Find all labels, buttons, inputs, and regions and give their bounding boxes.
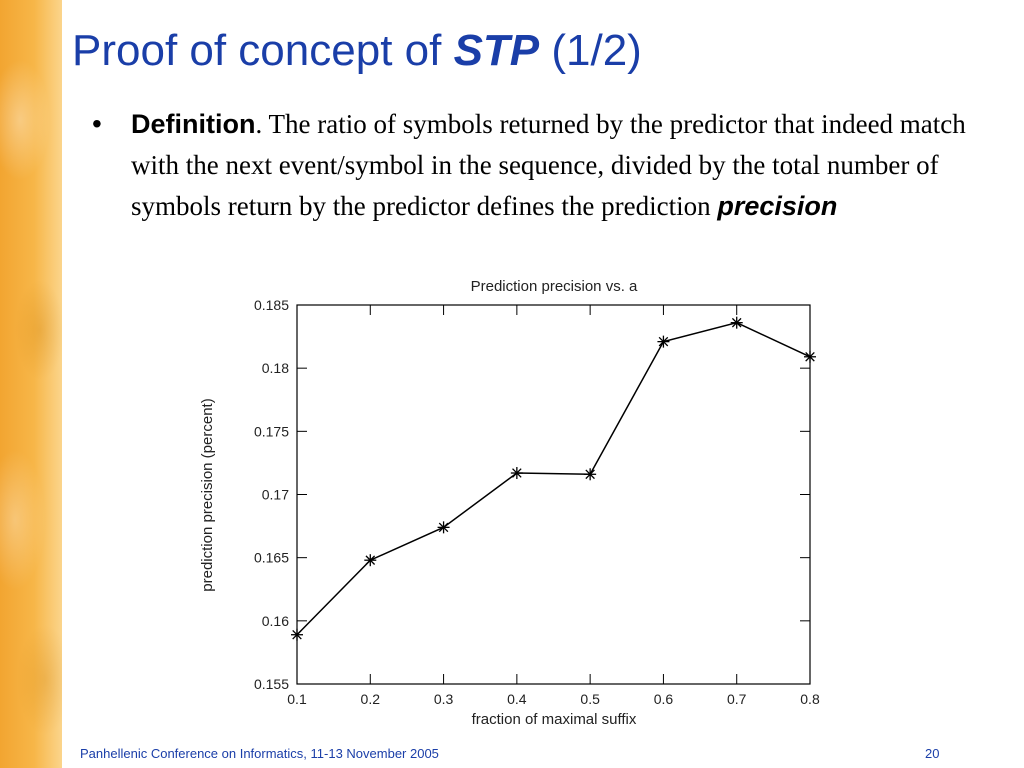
y-tick-labels: 0.155 0.16 0.165 0.17 0.175 0.18 0.185	[254, 297, 289, 692]
y-tick-label: 0.17	[262, 487, 289, 503]
y-tick-label: 0.175	[254, 423, 289, 439]
x-tick-label: 0.5	[580, 691, 600, 707]
axis-ticks	[296, 304, 811, 685]
chart-title: Prediction precision vs. a	[471, 278, 638, 295]
data-point-marker	[510, 467, 523, 480]
x-tick-label: 0.3	[434, 691, 454, 707]
data-point-marker	[364, 554, 377, 567]
y-tick-label: 0.165	[254, 550, 289, 566]
definition-text: . The ratio of symbols returned by the p…	[131, 109, 966, 221]
x-tick-label: 0.4	[507, 691, 527, 707]
x-tick-labels: 0.1 0.2 0.3 0.4 0.5 0.6 0.7 0.8	[287, 691, 820, 707]
series-line	[296, 321, 811, 636]
definition-paragraph: Definition. The ratio of symbols returne…	[131, 104, 1006, 227]
y-tick-label: 0.16	[262, 613, 289, 629]
data-point-marker	[437, 521, 450, 534]
y-tick-label: 0.155	[254, 676, 289, 692]
x-tick-label: 0.1	[287, 691, 307, 707]
x-axis-label: fraction of maximal suffix	[472, 711, 637, 728]
bullet-marker: •	[92, 108, 102, 139]
y-tick-label: 0.18	[262, 360, 289, 376]
data-point-marker	[584, 468, 597, 481]
x-tick-label: 0.7	[727, 691, 747, 707]
x-tick-label: 0.2	[361, 691, 381, 707]
decorative-side-strip	[0, 0, 62, 768]
data-point-marker	[291, 628, 303, 641]
data-points	[291, 316, 816, 641]
plot-frame	[296, 304, 811, 685]
title-suffix: (1/2)	[539, 26, 642, 75]
definition-label: Definition	[131, 109, 256, 139]
footer-conference: Panhellenic Conference on Informatics, 1…	[80, 746, 439, 761]
x-tick-label: 0.6	[654, 691, 674, 707]
title-prefix: Proof of concept of	[72, 26, 454, 75]
title-emphasis: STP	[453, 26, 540, 75]
data-point-marker	[804, 350, 816, 363]
data-point-marker	[730, 316, 743, 329]
footer-page-number: 20	[925, 746, 940, 761]
y-tick-label: 0.185	[254, 297, 289, 313]
y-axis-label: prediction precision (percent)	[199, 398, 216, 591]
precision-chart: Prediction precision vs. a 0.155 0.16 0.16…	[199, 278, 820, 728]
definition-emphasis: precision	[717, 191, 838, 221]
slide-title: Proof of concept of STP (1/2)	[72, 26, 642, 76]
data-point-marker	[657, 335, 670, 348]
x-tick-label: 0.8	[800, 691, 820, 707]
